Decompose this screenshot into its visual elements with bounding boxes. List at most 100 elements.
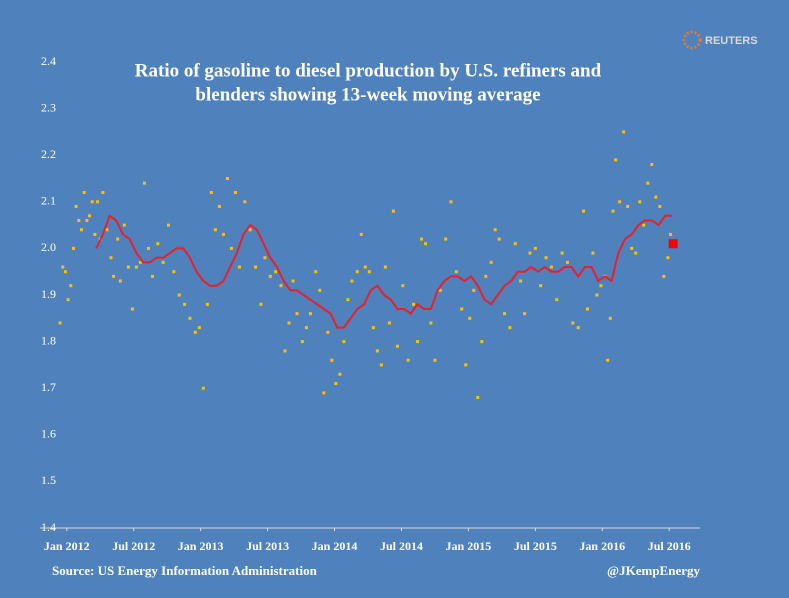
x-tick-label: Jul 2014 bbox=[380, 539, 423, 553]
data-point bbox=[259, 302, 263, 306]
data-point bbox=[172, 270, 176, 274]
data-point bbox=[217, 204, 221, 208]
data-point bbox=[638, 200, 642, 204]
data-point bbox=[395, 344, 399, 348]
data-point bbox=[533, 246, 537, 250]
data-point bbox=[476, 396, 480, 400]
data-point bbox=[229, 246, 233, 250]
data-point bbox=[213, 228, 217, 232]
data-point bbox=[519, 279, 523, 283]
x-tick-label: Jan 2014 bbox=[312, 539, 358, 553]
x-tick-label: Jul 2016 bbox=[648, 539, 691, 553]
data-point bbox=[523, 312, 527, 316]
data-point bbox=[254, 265, 258, 269]
data-point bbox=[497, 237, 501, 241]
data-point bbox=[454, 270, 458, 274]
data-point bbox=[549, 265, 553, 269]
data-point bbox=[350, 279, 354, 283]
data-point bbox=[88, 214, 92, 218]
data-point bbox=[642, 223, 646, 227]
data-point bbox=[314, 270, 318, 274]
data-point bbox=[424, 242, 428, 246]
data-point bbox=[412, 302, 416, 306]
data-point bbox=[322, 391, 326, 395]
data-point bbox=[146, 246, 150, 250]
data-point bbox=[85, 218, 89, 222]
data-point bbox=[464, 363, 468, 367]
x-tick-label: Jan 2012 bbox=[44, 539, 90, 553]
data-point bbox=[134, 265, 138, 269]
data-point bbox=[116, 237, 120, 241]
y-tick-label: 1.8 bbox=[41, 333, 56, 347]
data-point bbox=[565, 260, 569, 264]
y-tick-label: 2.2 bbox=[41, 147, 56, 161]
data-point bbox=[484, 274, 488, 278]
data-point bbox=[571, 321, 575, 325]
data-point bbox=[150, 274, 154, 278]
x-tick-label: Jan 2013 bbox=[178, 539, 224, 553]
data-point bbox=[268, 274, 272, 278]
data-point bbox=[646, 181, 650, 185]
data-point bbox=[126, 265, 130, 269]
data-point bbox=[379, 363, 383, 367]
data-point bbox=[658, 204, 662, 208]
data-point bbox=[291, 279, 295, 283]
data-point bbox=[367, 270, 371, 274]
data-point bbox=[586, 307, 590, 311]
data-point bbox=[555, 298, 559, 302]
data-point bbox=[130, 307, 134, 311]
data-point bbox=[401, 284, 405, 288]
data-point bbox=[528, 251, 532, 255]
data-point bbox=[205, 302, 209, 306]
data-point bbox=[161, 260, 165, 264]
data-point bbox=[383, 265, 387, 269]
data-point bbox=[634, 251, 638, 255]
data-point bbox=[338, 372, 342, 376]
data-point bbox=[61, 265, 65, 269]
data-point bbox=[93, 232, 97, 236]
moving-average-line bbox=[95, 214, 672, 329]
y-tick-label: 1.7 bbox=[41, 380, 56, 394]
data-point bbox=[82, 190, 86, 194]
data-point bbox=[283, 349, 287, 353]
data-point bbox=[263, 256, 267, 260]
brand: REUTERS bbox=[705, 35, 758, 47]
data-point bbox=[318, 288, 322, 292]
y-tick-label: 2.4 bbox=[41, 54, 56, 68]
data-point bbox=[274, 270, 278, 274]
data-point bbox=[167, 223, 171, 227]
data-point bbox=[193, 330, 197, 334]
data-point bbox=[433, 358, 437, 362]
data-point bbox=[188, 316, 192, 320]
data-point bbox=[472, 288, 476, 292]
y-tick-label: 1.6 bbox=[41, 427, 56, 441]
data-point bbox=[503, 312, 507, 316]
data-point bbox=[582, 209, 586, 213]
data-point bbox=[630, 246, 634, 250]
data-point bbox=[355, 270, 359, 274]
data-point bbox=[480, 340, 484, 344]
data-point bbox=[650, 163, 654, 167]
data-point bbox=[74, 204, 78, 208]
data-point bbox=[183, 302, 187, 306]
data-point bbox=[295, 312, 299, 316]
data-point bbox=[560, 251, 564, 255]
data-point bbox=[77, 218, 81, 222]
data-point bbox=[626, 204, 630, 208]
data-point bbox=[654, 195, 658, 199]
data-point bbox=[359, 232, 363, 236]
data-point bbox=[201, 386, 205, 390]
data-point bbox=[304, 326, 308, 330]
data-point bbox=[80, 228, 84, 232]
data-point bbox=[595, 293, 599, 297]
data-point bbox=[429, 321, 433, 325]
data-point bbox=[279, 284, 283, 288]
reuters-logo: REUTERS bbox=[682, 30, 758, 50]
x-tick-label: Jul 2013 bbox=[246, 539, 289, 553]
data-point bbox=[90, 200, 94, 204]
data-point bbox=[71, 246, 75, 250]
data-point bbox=[614, 158, 618, 162]
y-tick-label: 1.5 bbox=[41, 473, 56, 487]
data-point bbox=[599, 284, 603, 288]
